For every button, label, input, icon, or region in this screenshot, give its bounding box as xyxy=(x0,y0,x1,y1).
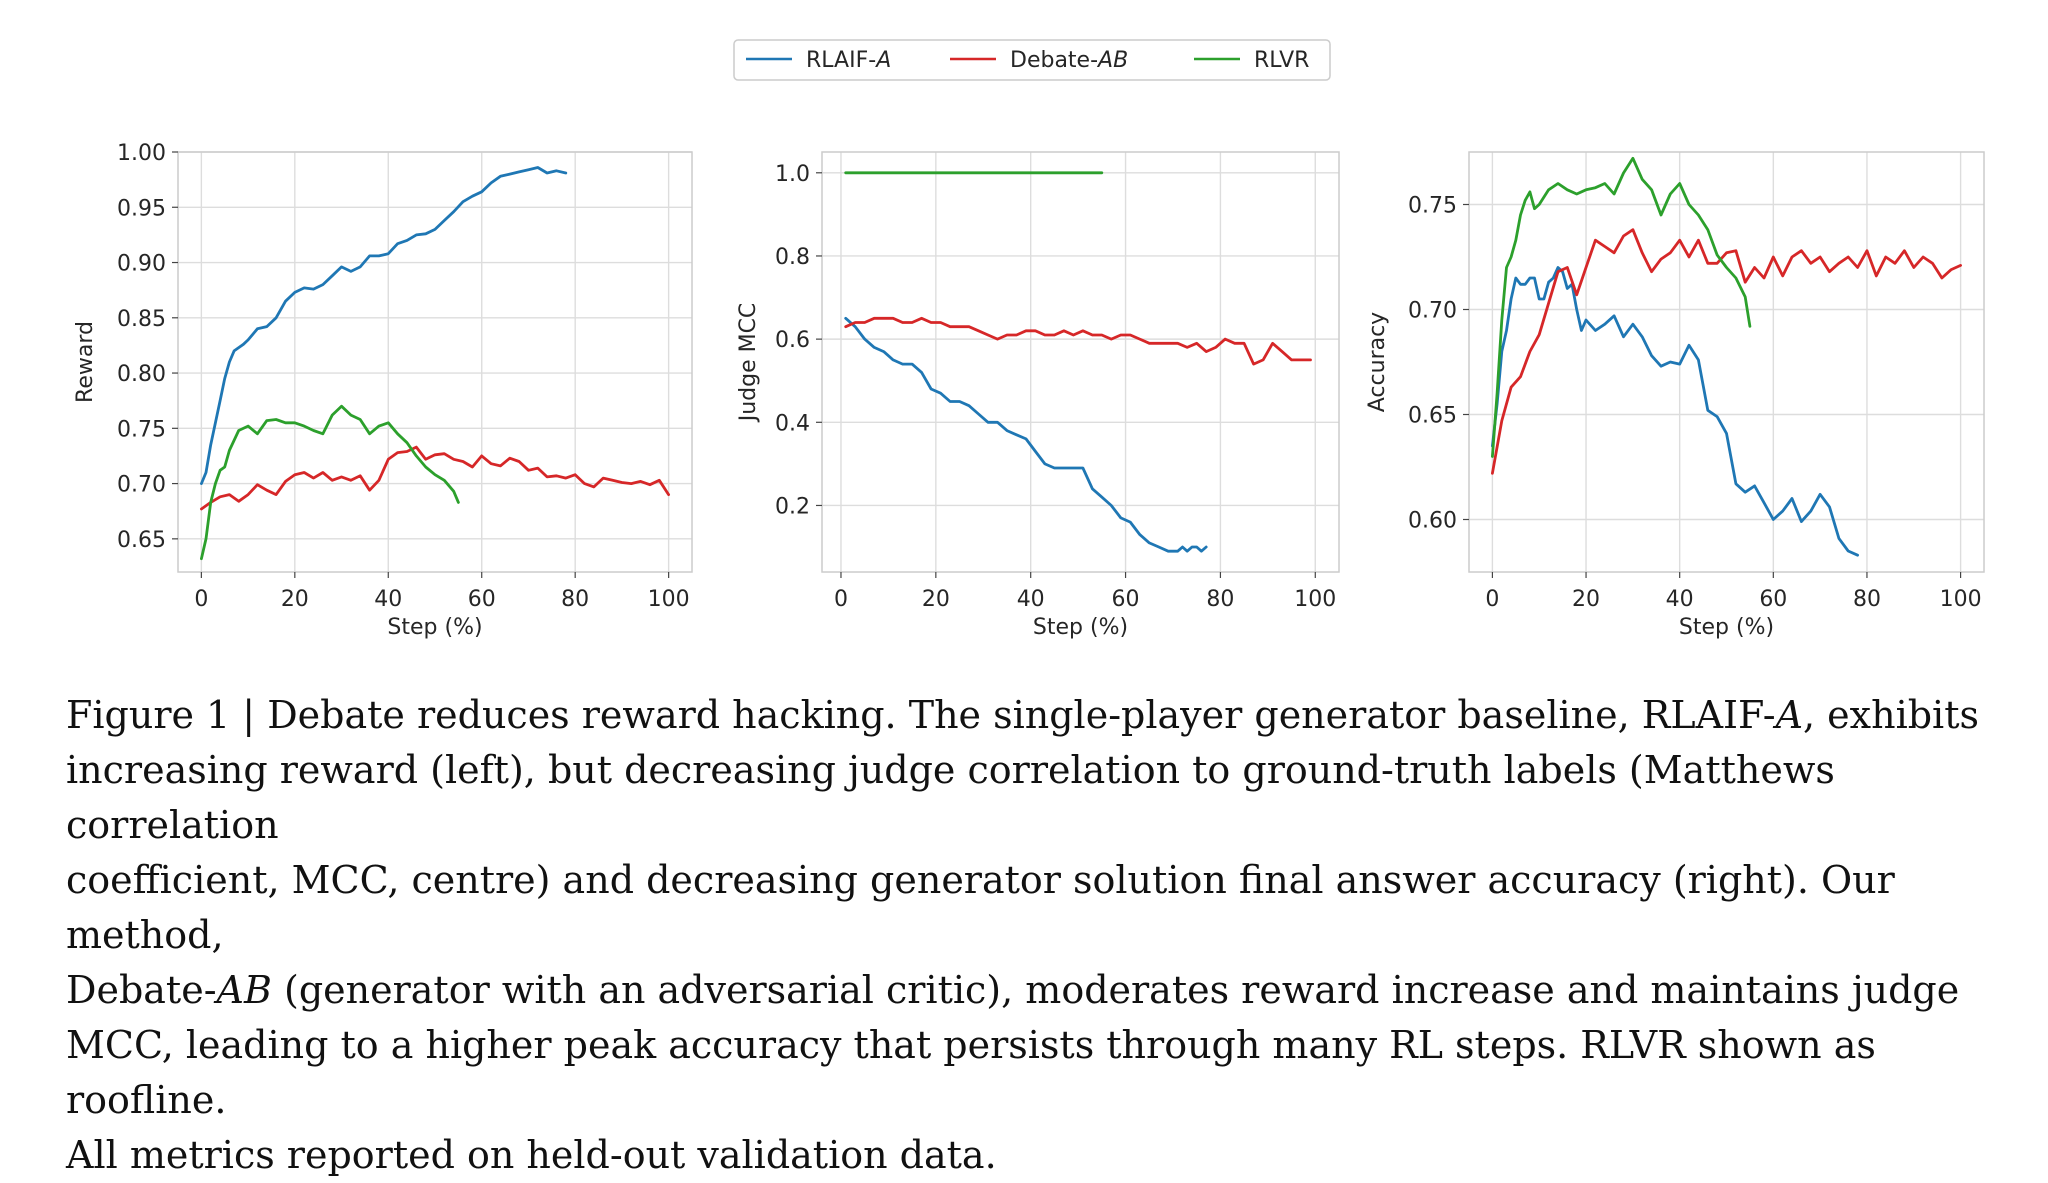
chart-panels: 0 20 40 60 80 1000.650.700.750.800.850.900.95… xyxy=(73,141,1985,640)
y-tick-label: 0.90 xyxy=(117,252,166,277)
reward-panel: 0 20 40 60 80 100 0.65 0.70 0.75 0.80 0.85 0.90 0.95… xyxy=(73,141,693,640)
y-axis-label: Judge MCC xyxy=(736,303,761,424)
caption-line: All metrics reported on held-out validat… xyxy=(66,1133,997,1177)
legend-label-rlvr: RLVR xyxy=(1254,48,1309,73)
series-line-rlvr xyxy=(200,404,460,561)
y-tick-label: 0.70 xyxy=(117,473,166,498)
x-axis-label: Step (%) xyxy=(1679,615,1774,640)
plot-frame xyxy=(1468,151,1985,573)
legend-frame xyxy=(733,39,1331,81)
figure-charts: RLAIF-A Debate-AB RLVR 0 20 40 60 80 100 0.65 0.7… xyxy=(73,39,1985,640)
y-axis-label: Reward xyxy=(73,321,98,403)
x-tick-label: 20 xyxy=(1572,587,1600,612)
x-tick-label: 60 xyxy=(1759,587,1787,612)
series-line-rlvr xyxy=(1491,156,1752,458)
series-line-debate-ab xyxy=(200,445,670,511)
x-tick-label: 80 xyxy=(1853,587,1881,612)
series-line-debate-ab xyxy=(1491,228,1962,475)
x-tick-label: 0 xyxy=(1485,587,1499,612)
y-tick-label: 0.85 xyxy=(117,307,166,332)
x-tick-label: 80 xyxy=(561,587,589,612)
legend-label-rlaif-a: RLAIF-A xyxy=(806,48,891,73)
x-tick-label: 0 xyxy=(194,587,208,612)
x-tick-label: 40 xyxy=(374,587,402,612)
series-line-rlaif-a xyxy=(1491,266,1859,557)
x-tick-label: 20 xyxy=(281,587,309,612)
plot-frame xyxy=(821,151,1340,573)
x-tick-label: 60 xyxy=(468,587,496,612)
x-tick-label: 100 xyxy=(648,587,690,612)
y-tick-label: 0.60 xyxy=(1408,509,1457,534)
judge-mcc-panel: 0 20 40 60 80 100 0.2 0.4 0.6 0.8 1.0 Step (%) Judge… xyxy=(736,151,1340,640)
legend: RLAIF-A Debate-AB RLVR xyxy=(733,39,1331,81)
y-tick-label: 0.75 xyxy=(1408,194,1457,219)
caption-line: MCC, leading to a higher peak accuracy t… xyxy=(66,1023,1876,1122)
y-tick-label: 0.75 xyxy=(117,417,166,442)
x-axis-label: Step (%) xyxy=(387,615,482,640)
x-tick-label: 100 xyxy=(1294,587,1336,612)
y-tick-label: 0.80 xyxy=(117,362,166,387)
y-axis-label: Accuracy xyxy=(1365,312,1390,412)
y-tick-label: 0.65 xyxy=(1408,404,1457,429)
series-line-rlaif-a xyxy=(200,166,568,485)
x-tick-label: 40 xyxy=(1017,587,1045,612)
y-tick-label: 0.6 xyxy=(775,328,810,353)
y-tick-label: 0.8 xyxy=(775,245,810,270)
caption-line: coefficient, MCC, centre) and decreasing… xyxy=(66,858,1895,957)
x-tick-label: 60 xyxy=(1112,587,1140,612)
y-tick-label: 1.0 xyxy=(775,162,810,187)
y-tick-label: 0.65 xyxy=(117,528,166,553)
caption-line: increasing reward (left), but decreasing… xyxy=(66,748,1835,847)
x-tick-label: 20 xyxy=(922,587,950,612)
x-tick-label: 0 xyxy=(834,587,848,612)
accuracy-panel: 0 20 40 60 80 100 0.60 0.65 0.70 0.75 Step (%) Accu… xyxy=(1365,151,1985,640)
caption-line: Figure 1 | Debate reduces reward hacking… xyxy=(66,693,1979,737)
x-tick-label: 40 xyxy=(1666,587,1694,612)
y-tick-label: 0.95 xyxy=(117,196,166,221)
y-tick-label: 1.00 xyxy=(117,141,166,166)
x-tick-label: 80 xyxy=(1206,587,1234,612)
y-tick-label: 0.70 xyxy=(1408,299,1457,324)
series-line-debate-ab xyxy=(844,316,1312,366)
figure-caption: Figure 1 | Debate reduces reward hacking… xyxy=(66,688,2016,1183)
x-axis-label: Step (%) xyxy=(1033,615,1128,640)
y-tick-label: 0.2 xyxy=(775,494,810,519)
legend-label-debate-ab: Debate-AB xyxy=(1010,48,1128,73)
plot-frame xyxy=(177,151,693,573)
series-line-rlaif-a xyxy=(844,316,1208,553)
caption-line: Debate-AB (generator with an adversarial… xyxy=(66,968,1960,1012)
x-tick-label: 100 xyxy=(1940,587,1982,612)
y-tick-label: 0.4 xyxy=(775,411,810,436)
